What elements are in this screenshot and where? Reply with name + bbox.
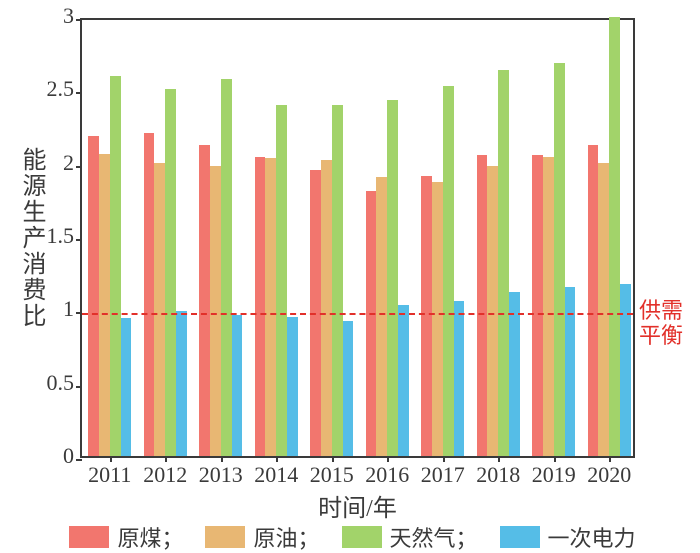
x-tick-label: 2011 — [88, 456, 131, 488]
bar-primary_elec — [176, 311, 187, 456]
bar-primary_elec — [398, 305, 409, 456]
bar-primary_elec — [343, 321, 354, 456]
x-tick-label: 2012 — [143, 456, 187, 488]
bar-primary_elec — [287, 317, 298, 456]
x-tick-label: 2017 — [421, 456, 465, 488]
bar-natural_gas — [554, 63, 565, 456]
bar-coal — [421, 176, 432, 456]
reference-line-label-1: 供需 — [639, 298, 683, 323]
reference-line — [82, 313, 633, 315]
bar-coal — [588, 145, 599, 456]
y-tick-label: 3 — [63, 3, 82, 29]
legend-swatch — [69, 526, 109, 548]
figure: 能源生产消费比 00.511.522.532011201220132014201… — [0, 0, 700, 553]
x-tick-label: 2020 — [587, 456, 631, 488]
bar-primary_elec — [232, 315, 243, 456]
bar-primary_elec — [121, 318, 132, 456]
x-axis-label: 时间/年 — [318, 488, 397, 523]
legend-swatch — [500, 526, 540, 548]
legend-label: 天然气； — [390, 521, 478, 553]
x-tick-label: 2018 — [476, 456, 520, 488]
legend-label: 原煤； — [117, 521, 183, 553]
bar-crude_oil — [543, 157, 554, 456]
x-tick-label: 2015 — [310, 456, 354, 488]
bar-natural_gas — [276, 105, 287, 456]
legend: 原煤； 原油； 天然气； 一次电力 — [50, 521, 655, 553]
plot-inner: 00.511.522.53201120122013201420152016201… — [82, 20, 633, 456]
bar-crude_oil — [99, 154, 110, 456]
bar-natural_gas — [387, 100, 398, 456]
legend-item-natural_gas: 天然气； — [342, 521, 478, 553]
bar-coal — [88, 136, 99, 456]
bar-natural_gas — [221, 79, 232, 456]
x-axis-label-text: 时间/年 — [318, 496, 397, 522]
bar-crude_oil — [598, 163, 609, 456]
legend-label: 一次电力 — [548, 521, 636, 553]
bar-crude_oil — [154, 163, 165, 456]
bar-coal — [255, 157, 266, 456]
bar-natural_gas — [332, 105, 343, 456]
legend-item-primary_elec: 一次电力 — [500, 521, 636, 553]
x-tick-label: 2014 — [254, 456, 298, 488]
legend-item-coal: 原煤； — [69, 521, 183, 553]
bar-primary_elec — [509, 292, 520, 456]
bar-natural_gas — [609, 17, 620, 456]
x-tick-label: 2019 — [532, 456, 576, 488]
x-tick-label: 2013 — [199, 456, 243, 488]
bar-crude_oil — [321, 160, 332, 456]
y-tick-label: 0 — [63, 443, 82, 469]
bar-coal — [366, 191, 377, 456]
bar-natural_gas — [165, 89, 176, 456]
reference-line-label-2: 平衡 — [639, 323, 683, 348]
y-tick-label: 1.5 — [47, 223, 83, 249]
reference-line-label: 供需平衡 — [633, 298, 683, 349]
x-tick-label: 2016 — [365, 456, 409, 488]
bar-coal — [144, 133, 155, 456]
bar-coal — [477, 155, 488, 456]
legend-item-crude_oil: 原油； — [205, 521, 319, 553]
y-axis-label: 能源生产消费比 — [14, 147, 49, 329]
bar-primary_elec — [454, 301, 465, 456]
y-axis-label-text: 能源生产消费比 — [18, 147, 44, 329]
bar-coal — [532, 155, 543, 456]
legend-swatch — [205, 526, 245, 548]
bar-crude_oil — [210, 166, 221, 456]
bar-crude_oil — [376, 177, 387, 456]
bar-natural_gas — [443, 86, 454, 456]
y-tick-label: 2.5 — [47, 76, 83, 102]
bar-crude_oil — [487, 166, 498, 456]
bar-crude_oil — [432, 182, 443, 456]
plot-area: 00.511.522.53201120122013201420152016201… — [80, 18, 635, 458]
y-tick-label: 0.5 — [47, 370, 83, 396]
y-tick-label: 2 — [63, 150, 82, 176]
bar-primary_elec — [620, 284, 631, 456]
bar-crude_oil — [265, 158, 276, 456]
bar-natural_gas — [110, 76, 121, 456]
legend-label: 原油； — [253, 521, 319, 553]
y-tick-label: 1 — [63, 296, 82, 322]
bar-coal — [199, 145, 210, 456]
legend-swatch — [342, 526, 382, 548]
bar-natural_gas — [498, 70, 509, 456]
